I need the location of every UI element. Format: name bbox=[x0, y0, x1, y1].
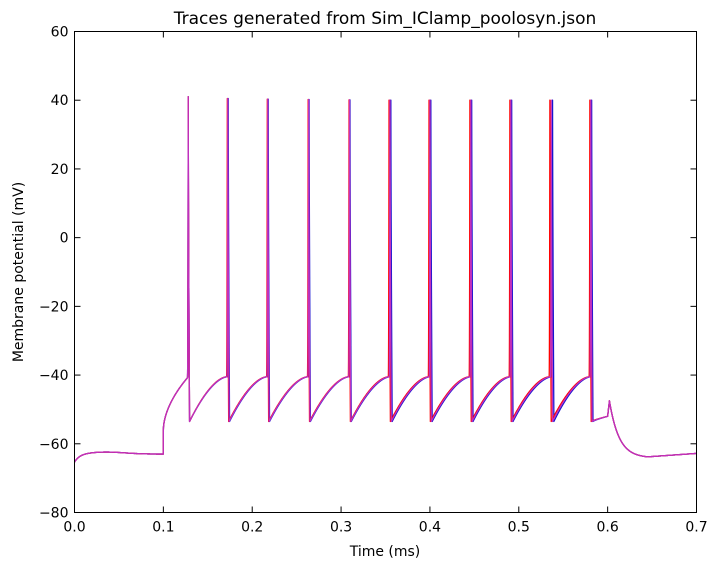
y-tick-label: 20 bbox=[51, 162, 69, 178]
trace-line-2 bbox=[73, 96, 698, 463]
y-tick-label: 40 bbox=[51, 93, 69, 109]
y-axis-label: Membrane potential (mV) bbox=[11, 182, 27, 362]
chart-title: Traces generated from Sim_IClamp_poolosy… bbox=[173, 9, 597, 29]
x-tick-label: 0.2 bbox=[241, 520, 263, 536]
x-tick-label: 0.0 bbox=[63, 520, 85, 536]
x-tick-label: 0.3 bbox=[330, 520, 352, 536]
x-tick-label: 0.7 bbox=[685, 520, 707, 536]
x-tick-label: 0.6 bbox=[597, 520, 619, 536]
x-tick-label: 0.1 bbox=[152, 520, 174, 536]
x-tick-label: 0.4 bbox=[419, 520, 441, 536]
y-tick-label: 60 bbox=[51, 25, 69, 41]
y-tick-label: −20 bbox=[39, 299, 69, 315]
x-tick-label: 0.5 bbox=[508, 520, 530, 536]
x-axis: 0.0 0.1 0.2 0.3 0.4 0.5 0.6 0.7 bbox=[63, 31, 708, 536]
trace-line-1 bbox=[73, 96, 698, 463]
traces bbox=[73, 96, 698, 463]
y-tick-label: 0 bbox=[60, 231, 69, 247]
x-axis-label: Time (ms) bbox=[349, 544, 421, 560]
y-tick-label: −60 bbox=[39, 437, 69, 453]
trace-line-3 bbox=[73, 96, 698, 463]
y-tick-label: −80 bbox=[39, 506, 69, 522]
plot-frame bbox=[74, 31, 697, 513]
y-tick-label: −40 bbox=[39, 368, 69, 384]
y-axis: 60 40 20 0 −20 −40 −60 −80 bbox=[39, 25, 697, 522]
